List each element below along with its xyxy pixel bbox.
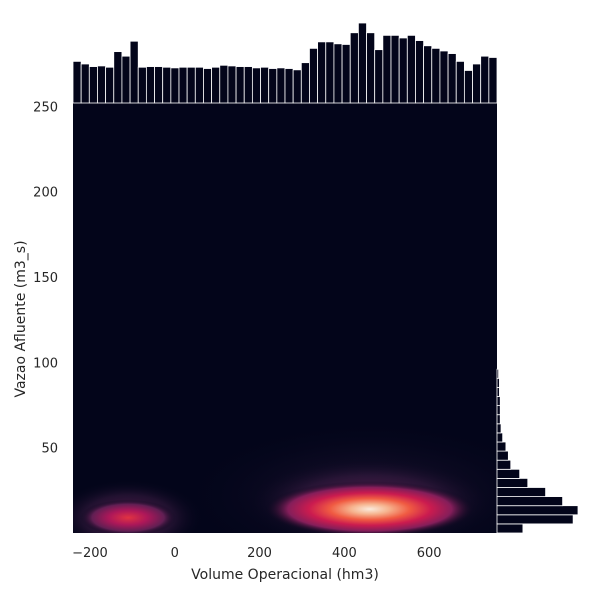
x-hist-bar [284, 68, 294, 104]
x-hist-bar [333, 43, 343, 104]
y-hist-bar [496, 405, 501, 416]
x-hist-bar [325, 41, 335, 104]
x-hist-bar [72, 60, 82, 104]
y-axis-ticks: 50 100 150 200 250 [33, 100, 58, 456]
y-hist-bar [496, 450, 509, 461]
y-tick-label: 250 [33, 100, 58, 115]
x-hist-bar [260, 66, 270, 104]
x-tick-label: 600 [417, 546, 442, 561]
y-hist-bar [496, 441, 507, 452]
x-hist-bar [292, 69, 302, 104]
y-hist-bar [496, 368, 500, 379]
plot-area [73, 103, 497, 533]
x-hist-bar [145, 66, 155, 104]
x-hist-bar [423, 45, 433, 104]
x-axis-label: Volume Operacional (hm3) [191, 567, 379, 583]
x-hist-bar [317, 41, 327, 104]
x-hist-bar [137, 66, 147, 104]
x-hist-bar [455, 60, 465, 104]
x-hist-bar [235, 66, 245, 104]
x-hist-bar [219, 64, 229, 104]
x-hist-bar [447, 53, 457, 104]
x-hist-bar [129, 40, 139, 104]
x-hist-bar [88, 66, 98, 104]
x-hist-bar [121, 55, 131, 104]
x-hist-bar [382, 34, 392, 104]
x-hist-bar [439, 50, 449, 104]
y-hist-bar [496, 423, 502, 434]
x-hist-bar [472, 63, 482, 104]
x-hist-bar [480, 55, 490, 104]
x-hist-bar [251, 67, 261, 104]
y-hist-bar [496, 468, 521, 479]
density-layer [73, 420, 497, 533]
x-axis-ticks: −200 0 200 400 600 [72, 546, 441, 561]
y-tick-label: 50 [41, 442, 58, 457]
x-hist-bar [170, 67, 180, 104]
y-tick-label: 100 [33, 356, 58, 371]
x-hist-bar [431, 47, 441, 104]
x-hist-bar [203, 68, 213, 104]
x-hist-bar [113, 51, 123, 104]
x-hist-bar [243, 66, 253, 104]
x-hist-bar [398, 37, 408, 104]
x-hist-bar [390, 34, 400, 104]
y-hist-bar [496, 396, 501, 406]
x-hist-bar [154, 66, 164, 104]
marginal-x-histogram [72, 22, 498, 104]
y-hist-bar [496, 514, 574, 525]
x-hist-bar [276, 67, 286, 104]
x-hist-bar [366, 32, 376, 104]
x-tick-label: 200 [247, 546, 272, 561]
x-hist-bar [374, 49, 384, 104]
x-hist-bar [357, 22, 367, 104]
y-hist-bar [496, 477, 529, 488]
x-tick-label: 0 [171, 546, 179, 561]
x-hist-bar [105, 66, 115, 104]
y-tick-label: 200 [33, 186, 58, 201]
y-axis-label: Vazao Afluente (m3_s) [13, 240, 29, 397]
x-hist-bar [300, 62, 310, 104]
x-hist-bar [349, 32, 359, 104]
x-hist-bar [341, 44, 351, 104]
marginal-y-histogram [496, 368, 579, 534]
y-hist-bar [496, 496, 564, 507]
x-hist-bar [97, 65, 107, 104]
x-tick-label: −200 [72, 546, 108, 561]
y-hist-bar [496, 459, 512, 470]
y-hist-bar [496, 432, 504, 443]
y-hist-bar [496, 377, 500, 388]
y-hist-bar [496, 386, 500, 397]
x-hist-bar [488, 57, 498, 104]
x-hist-bar [178, 66, 188, 104]
y-hist-bar [496, 505, 579, 516]
x-hist-bar [194, 66, 204, 104]
x-tick-label: 400 [332, 546, 357, 561]
x-hist-bar [80, 63, 90, 104]
y-tick-label: 150 [33, 271, 58, 286]
x-hist-bar [415, 40, 425, 104]
x-hist-bar [309, 47, 319, 104]
x-hist-bar [463, 70, 473, 104]
y-hist-bar [496, 487, 546, 497]
x-hist-bar [227, 65, 237, 104]
density-peak-secondary [80, 499, 177, 533]
density-peak-main [264, 481, 475, 533]
x-hist-bar [162, 66, 172, 104]
y-hist-bar [496, 414, 501, 425]
x-hist-bar [406, 34, 416, 104]
x-hist-bar [211, 66, 221, 104]
y-hist-bar [496, 523, 524, 534]
x-hist-bar [268, 68, 278, 104]
x-hist-bar [186, 66, 196, 104]
